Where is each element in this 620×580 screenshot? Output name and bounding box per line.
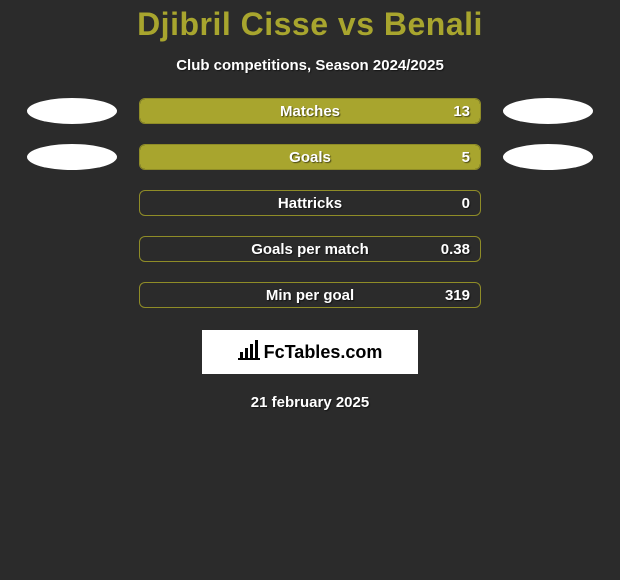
page-title: Djibril Cisse vs Benali xyxy=(0,6,620,43)
stat-bar: Goals5 xyxy=(139,144,481,170)
bar-chart-icon xyxy=(238,340,260,365)
stat-bar: Matches13 xyxy=(139,98,481,124)
stat-row: Goals5 xyxy=(0,144,620,170)
stat-bar: Goals per match0.38 xyxy=(139,236,481,262)
ellipse-icon xyxy=(503,144,593,170)
logo-text: FcTables.com xyxy=(264,342,383,363)
right-ellipse-slot xyxy=(503,190,593,216)
stat-label: Goals per match xyxy=(140,237,480,261)
stat-bar: Min per goal319 xyxy=(139,282,481,308)
left-ellipse-slot xyxy=(27,236,117,262)
ellipse-icon xyxy=(27,98,117,124)
stat-value: 13 xyxy=(453,99,470,123)
stat-label: Matches xyxy=(140,99,480,123)
subtitle: Club competitions, Season 2024/2025 xyxy=(0,57,620,74)
date-text: 21 february 2025 xyxy=(0,394,620,411)
left-ellipse-slot xyxy=(27,144,117,170)
stat-row: Matches13 xyxy=(0,98,620,124)
stat-label: Goals xyxy=(140,145,480,169)
ellipse-icon xyxy=(503,98,593,124)
stat-value: 5 xyxy=(462,145,470,169)
stat-label: Min per goal xyxy=(140,283,480,307)
stat-row: Goals per match0.38 xyxy=(0,236,620,262)
ellipse-icon xyxy=(27,144,117,170)
left-ellipse-slot xyxy=(27,190,117,216)
stat-label: Hattricks xyxy=(140,191,480,215)
stat-value: 0.38 xyxy=(441,237,470,261)
left-ellipse-slot xyxy=(27,282,117,308)
right-ellipse-slot xyxy=(503,144,593,170)
right-ellipse-slot xyxy=(503,236,593,262)
stat-value: 0 xyxy=(462,191,470,215)
stat-rows: Matches13 Goals5 Hattricks0 Goals per match… xyxy=(0,98,620,308)
right-ellipse-slot xyxy=(503,282,593,308)
right-ellipse-slot xyxy=(503,98,593,124)
stat-value: 319 xyxy=(445,283,470,307)
comparison-infographic: Djibril Cisse vs Benali Club competition… xyxy=(0,0,620,411)
logo-fctables[interactable]: FcTables.com xyxy=(202,330,418,374)
left-ellipse-slot xyxy=(27,98,117,124)
stat-row: Min per goal319 xyxy=(0,282,620,308)
stat-bar: Hattricks0 xyxy=(139,190,481,216)
stat-row: Hattricks0 xyxy=(0,190,620,216)
logo-inner: FcTables.com xyxy=(204,332,416,372)
